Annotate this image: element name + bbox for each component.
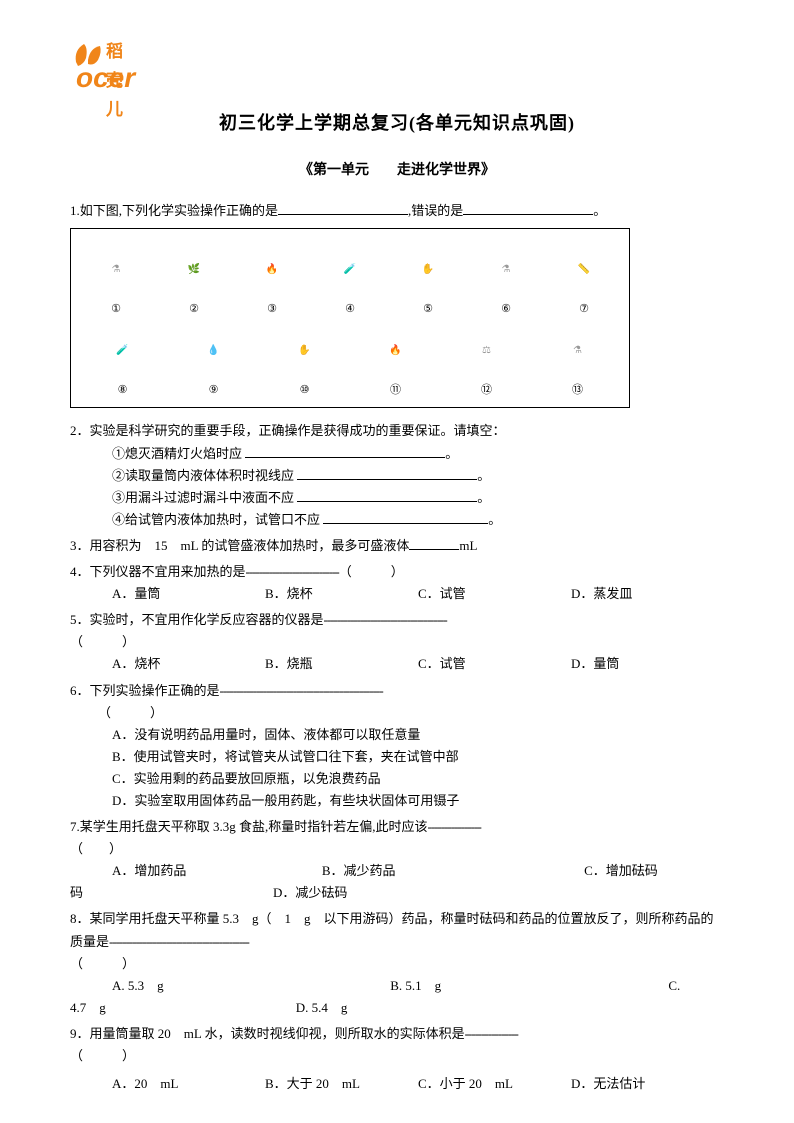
q5-opt-c: C．试管 <box>418 653 571 675</box>
q2-stem: 2．实验是科学研究的重要手段，正确操作是获得成功的重要保证。请填空： <box>70 420 724 442</box>
q9-opt-a: A．20 mL <box>112 1073 265 1095</box>
q5-opt-b: B．烧瓶 <box>265 653 418 675</box>
exp-icon-6: ⚗ <box>480 242 532 298</box>
image-row-2: 🧪 ⑧ 💧 ⑨ ✋ ⑩ 🔥 ⑪ ⚖ ⑫ ⚗ ⑬ <box>77 318 623 399</box>
q6-text: 6．下列实验操作正确的是 <box>70 683 220 698</box>
label-10: ⑩ <box>300 381 310 400</box>
q6-opt-b: B．使用试管夹时，将试管夹从试管口往下套，夹在试管中部 <box>70 746 724 768</box>
q4-text: 4．下列仪器不宜用来加热的是 <box>70 564 246 579</box>
exp-icon-4: 🧪 <box>324 242 376 298</box>
q7-opt-b: B．减少药品 <box>322 860 584 882</box>
q2-sub3: ③用漏斗过滤时漏斗中液面不应 <box>112 490 294 505</box>
q4-opt-b: B．烧杯 <box>265 583 418 605</box>
exp-icon-7: 📏 <box>558 242 610 298</box>
q8-opt-d: D. 5.4 g <box>296 1000 348 1015</box>
experiment-images-box: ⚗ ① 🌿 ② 🔥 ③ 🧪 ④ ✋ ⑤ ⚗ ⑥ 📏 ⑦ 🧪 ⑧ 💧 ⑨ ✋ ⑩ 🔥 ⑪ ⚖ ⑫ ⚗ ⑬ <box>70 228 630 408</box>
question-1: 1.如下图,下列化学实验操作正确的是 ,错误的是 。 <box>70 200 724 222</box>
q2-sub1: ①熄灭酒精灯火焰时应 <box>112 446 242 461</box>
q6-opt-d: D．实验室取用固体药品一般用药匙，有些块状固体可用镊子 <box>70 790 724 812</box>
q7-text: 7.某学生用托盘天平称取 3.3g 食盐,称量时指针若左偏,此时应该 <box>70 819 428 834</box>
question-4: 4．下列仪器不宜用来加热的是--------------------------… <box>70 561 724 605</box>
label-7: ⑦ <box>579 300 589 319</box>
exp-icon-5: ✋ <box>402 242 454 298</box>
q1-text: 1.如下图,下列化学实验操作正确的是 <box>70 203 278 218</box>
question-9: 9．用量筒量取 20 mL 水，读数时视线仰视，则所取水的实际体积是------… <box>70 1023 724 1095</box>
exp-icon-1: ⚗ <box>90 242 142 298</box>
label-1: ① <box>111 300 121 319</box>
question-8: 8．某同学用托盘天平称量 5.3 g（ 1 g 以下用游码）药品，称量时砝码和药… <box>70 908 724 1018</box>
label-3: ③ <box>267 300 277 319</box>
q7-opt-c: C．增加砝码 <box>584 860 724 882</box>
q7-opt-a: A．增加药品 <box>112 860 322 882</box>
page-title: 初三化学上学期总复习(各单元知识点巩固) <box>70 108 724 139</box>
q3-text: 3．用容积为 15 mL 的试管盛液体加热时，最多可盛液体 <box>70 538 409 553</box>
q8-opt-b: B. 5.1 g <box>390 975 668 997</box>
q9-opt-c: C．小于 20 mL <box>418 1073 571 1095</box>
label-13: ⑬ <box>572 381 583 400</box>
label-12: ⑫ <box>481 381 492 400</box>
exp-icon-13: ⚗ <box>552 323 604 379</box>
q9-opt-d: D．无法估计 <box>571 1073 724 1095</box>
q8-opt-a: A. 5.3 g <box>112 975 390 997</box>
exp-icon-12: ⚖ <box>461 323 513 379</box>
q8-opt-c-cont: 4.7 g <box>70 1000 106 1015</box>
q6-opt-c: C．实验用剩的药品要放回原瓶，以免浪费药品 <box>70 768 724 790</box>
q4-opt-a: A．量筒 <box>112 583 265 605</box>
q1-text2: ,错误的是 <box>408 203 463 218</box>
q2-sub2: ②读取量筒内液体体积时视线应 <box>112 468 294 483</box>
q4-opt-d: D．蒸发皿 <box>571 583 724 605</box>
exp-icon-2: 🌿 <box>168 242 220 298</box>
q5-opt-d: D．量筒 <box>571 653 724 675</box>
exp-icon-8: 🧪 <box>97 323 149 379</box>
logo-brand-en: ocer <box>76 54 135 102</box>
exp-icon-3: 🔥 <box>246 242 298 298</box>
q7-opt-c-cont: 码 <box>70 885 83 900</box>
q1-text3: 。 <box>593 203 606 218</box>
q5-text: 5．实验时，不宜用作化学反应容器的仪器是 <box>70 612 324 627</box>
exp-icon-9: 💧 <box>188 323 240 379</box>
label-6: ⑥ <box>501 300 511 319</box>
q4-opt-c: C．试管 <box>418 583 571 605</box>
q8-opt-c-prefix: C. <box>668 975 724 997</box>
logo: 稻壳儿 ocer <box>70 40 107 82</box>
question-2: 2．实验是科学研究的重要手段，正确操作是获得成功的重要保证。请填空： ①熄灭酒精… <box>70 420 724 530</box>
q9-text: 9．用量筒量取 20 mL 水，读数时视线仰视，则所取水的实际体积是 <box>70 1026 465 1041</box>
q3-unit: mL <box>459 538 477 553</box>
label-5: ⑤ <box>423 300 433 319</box>
exp-icon-10: ✋ <box>279 323 331 379</box>
label-2: ② <box>189 300 199 319</box>
subtitle: 《第一单元 走进化学世界》 <box>70 159 724 183</box>
q5-opt-a: A．烧杯 <box>112 653 265 675</box>
label-9: ⑨ <box>209 381 219 400</box>
image-row-1: ⚗ ① 🌿 ② 🔥 ③ 🧪 ④ ✋ ⑤ ⚗ ⑥ 📏 ⑦ <box>77 237 623 318</box>
q7-opt-d: D．减少砝码 <box>273 885 347 900</box>
label-4: ④ <box>345 300 355 319</box>
q2-sub4: ④给试管内液体加热时，试管口不应 <box>112 512 320 527</box>
question-6: 6．下列实验操作正确的是----------------------------… <box>70 680 724 813</box>
question-7: 7.某学生用托盘天平称取 3.3g 食盐,称量时指针若左偏,此时应该------… <box>70 816 724 904</box>
content-area: 初三化学上学期总复习(各单元知识点巩固) 《第一单元 走进化学世界》 1.如下图… <box>70 108 724 1095</box>
label-8: ⑧ <box>118 381 128 400</box>
question-5: 5．实验时，不宜用作化学反应容器的仪器是--------------------… <box>70 609 724 675</box>
label-11: ⑪ <box>390 381 401 400</box>
exp-icon-11: 🔥 <box>370 323 422 379</box>
q6-opt-a: A．没有说明药品用量时，固体、液体都可以取任意量 <box>70 724 724 746</box>
q9-opt-b: B．大于 20 mL <box>265 1073 418 1095</box>
question-3: 3．用容积为 15 mL 的试管盛液体加热时，最多可盛液体 mL <box>70 535 724 557</box>
